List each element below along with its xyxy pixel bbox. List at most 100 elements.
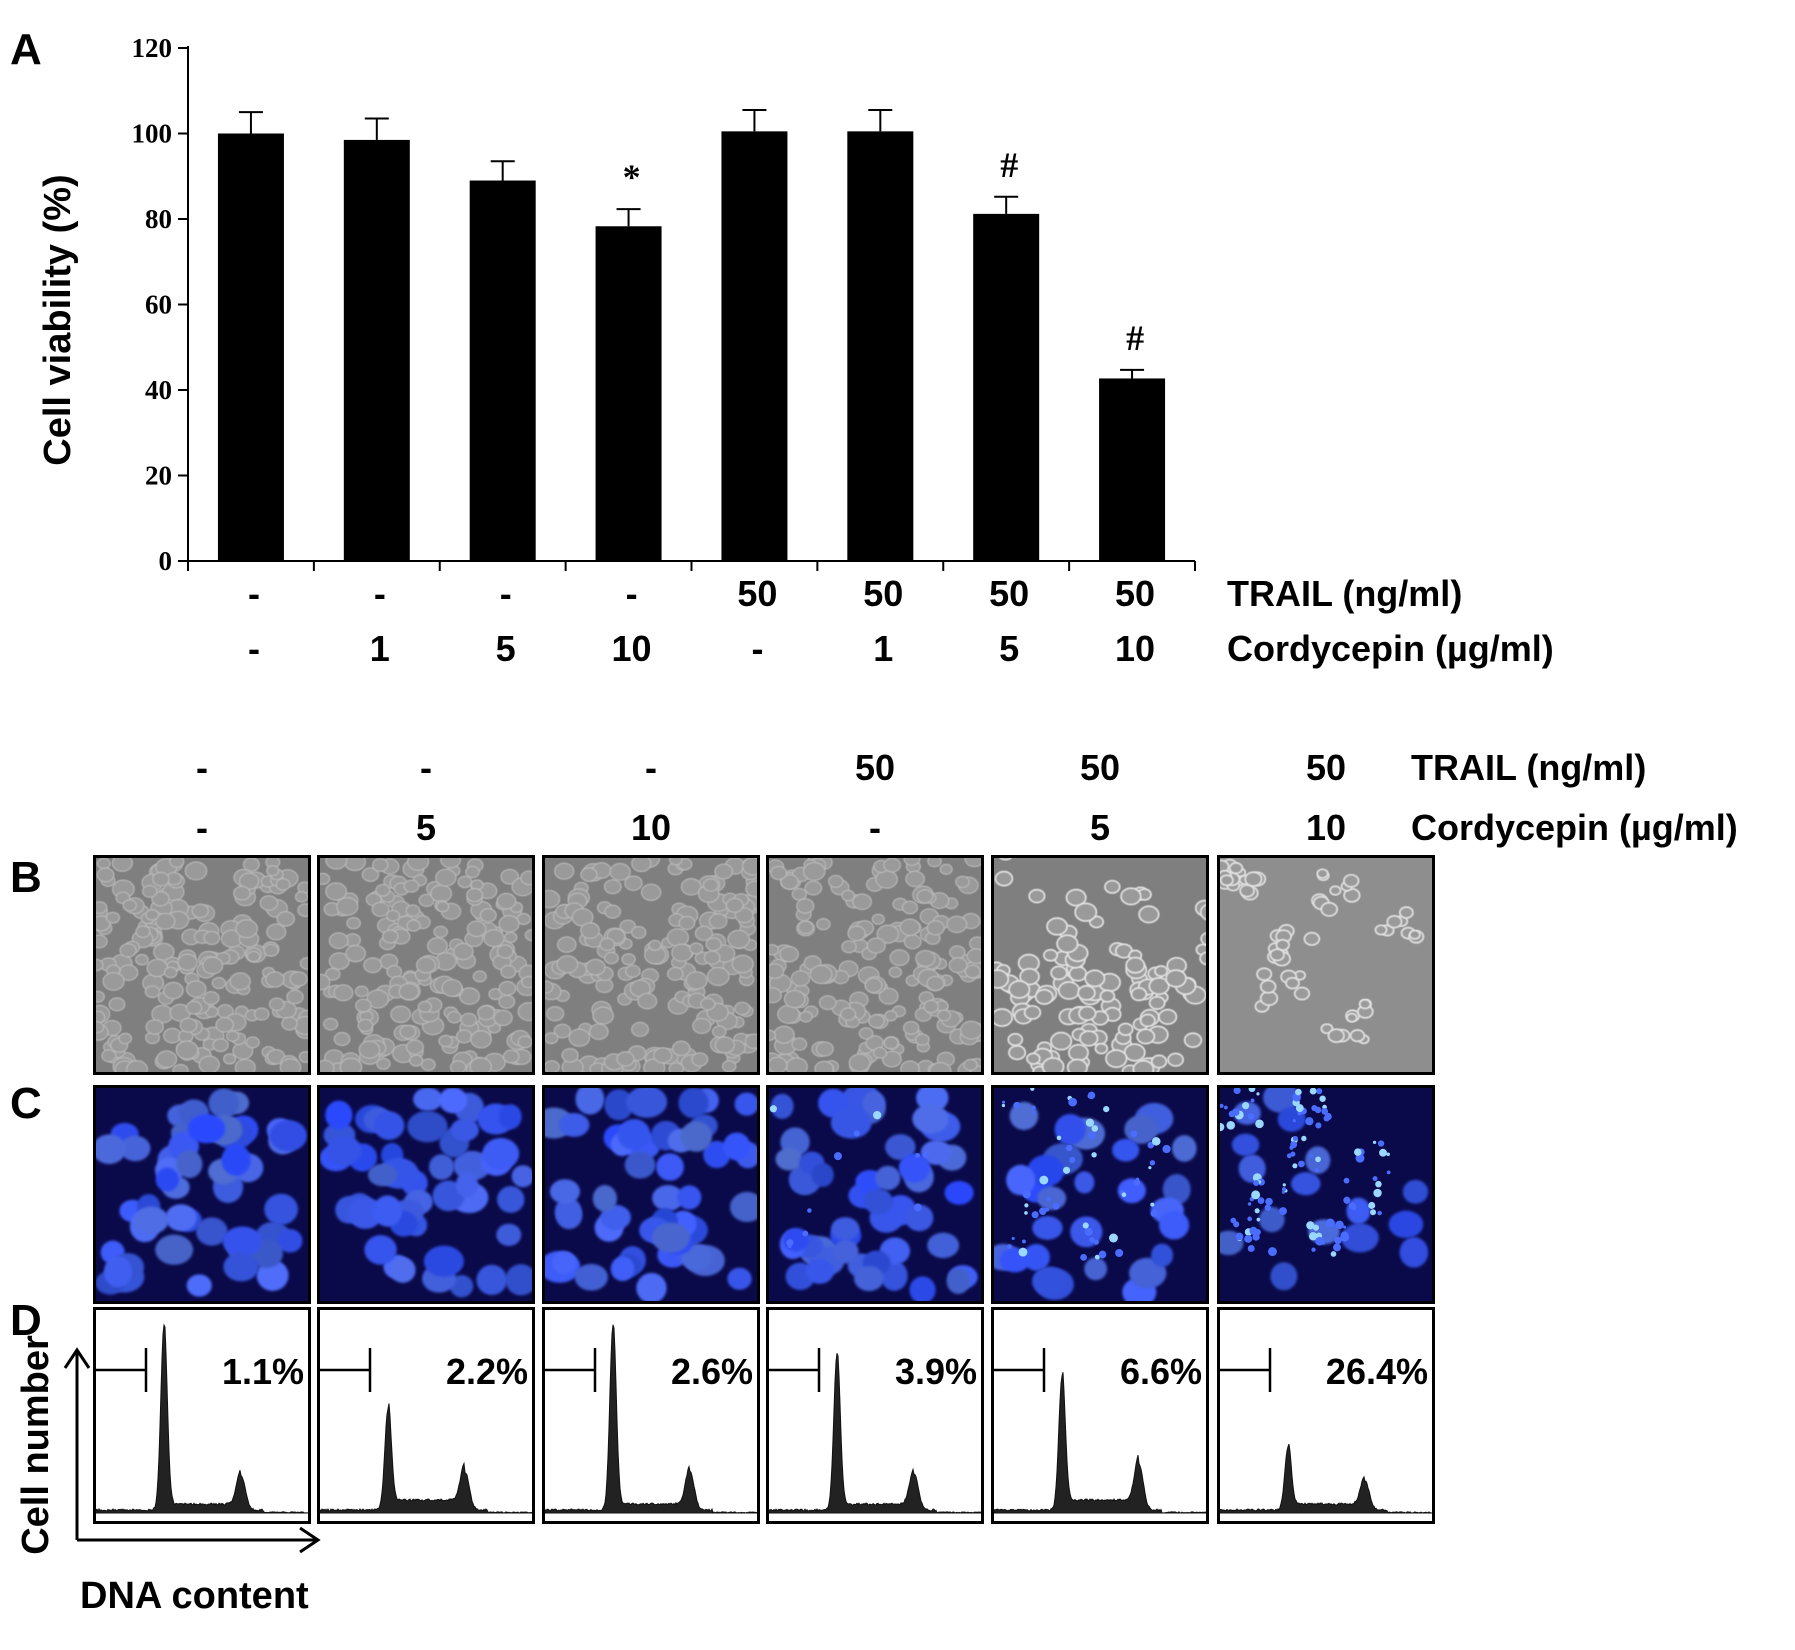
bar	[469, 180, 536, 561]
morphology-image	[542, 855, 760, 1075]
trail-value: 50	[989, 573, 1029, 614]
y-tick-label: 120	[132, 33, 173, 63]
image-frame	[542, 855, 760, 1075]
cordycepin-value: 10	[612, 628, 652, 669]
image-frame	[991, 1085, 1209, 1304]
sub-g1-percent: 2.2%	[446, 1351, 528, 1392]
histogram-trace	[95, 1323, 309, 1514]
chart-axes	[187, 46, 1196, 571]
bar	[721, 131, 788, 562]
trail-value: -	[420, 747, 432, 788]
flow-histogram: 26.4%	[1217, 1307, 1435, 1524]
cordycepin-row-label-a: Cordycepin (µg/ml)	[1227, 628, 1554, 669]
panel-label-d: D	[10, 1296, 42, 1345]
image-frame	[93, 1085, 311, 1304]
image-frame	[766, 1085, 984, 1304]
error-bars	[238, 108, 1145, 379]
panel-label-c: C	[10, 1079, 42, 1128]
flow-x-axis-label: DNA content	[80, 1575, 309, 1617]
trail-value: -	[500, 573, 512, 614]
histogram-trace	[993, 1372, 1207, 1514]
sub-g1-percent: 1.1%	[222, 1351, 304, 1392]
trail-value: 50	[1306, 747, 1346, 788]
bar	[847, 131, 914, 562]
dapi-image	[1217, 1085, 1435, 1304]
image-frame	[93, 855, 311, 1075]
image-frame	[542, 1085, 760, 1304]
histogram-frame	[93, 1307, 311, 1524]
image-frame	[991, 855, 1209, 1075]
cordycepin-value: 5	[496, 628, 516, 669]
y-tick-label: 100	[132, 119, 173, 149]
sub-g1-percent: 6.6%	[1120, 1351, 1202, 1392]
histogram-trace	[1219, 1443, 1433, 1514]
trail-value: -	[248, 573, 260, 614]
trail-value: 50	[1080, 747, 1120, 788]
trail-value: -	[196, 747, 208, 788]
morphology-image	[1217, 855, 1435, 1075]
dapi-image	[542, 1085, 760, 1304]
trail-value: 50	[855, 747, 895, 788]
cordycepin-value: 1	[873, 628, 893, 669]
bar	[595, 226, 662, 561]
flow-histogram: 6.6%	[991, 1307, 1209, 1524]
dapi-images	[93, 1085, 1435, 1304]
panel-label-b: B	[10, 853, 42, 902]
dapi-image	[93, 1085, 311, 1304]
image-frame	[766, 855, 984, 1075]
bar	[1099, 378, 1166, 561]
trail-row-label-bcd: TRAIL (ng/ml)	[1411, 747, 1646, 788]
histogram-frame	[766, 1307, 984, 1524]
trail-value: 50	[1115, 573, 1155, 614]
sub-g1-percent: 2.6%	[671, 1351, 753, 1392]
histogram-frame	[317, 1307, 535, 1524]
cordycepin-value: 5	[416, 807, 436, 848]
flow-axes: Cell number DNA content	[15, 1335, 321, 1617]
cordycepin-value: 5	[999, 628, 1019, 669]
histogram-trace	[768, 1353, 982, 1514]
cordycepin-value: 5	[1090, 807, 1110, 848]
y-tick-label: 20	[145, 461, 172, 491]
significance-mark: *	[623, 157, 641, 197]
flow-histogram: 2.2%	[317, 1307, 535, 1524]
dapi-image	[317, 1085, 535, 1304]
bar	[217, 133, 284, 561]
trail-value: -	[626, 573, 638, 614]
condition-rows-a: - - - 1 - 5 - 10 50 - 50 1 50 5 50 10	[248, 573, 1155, 669]
cordycepin-value: 10	[1306, 807, 1346, 848]
significance-mark: #	[1126, 318, 1144, 358]
cordycepin-value: -	[751, 628, 763, 669]
cordycepin-value: 1	[370, 628, 390, 669]
morphology-image	[93, 855, 311, 1075]
morphology-image	[991, 855, 1209, 1075]
flow-y-axis-label: Cell number	[15, 1335, 57, 1555]
sub-g1-percent: 3.9%	[895, 1351, 977, 1392]
cordycepin-value: 10	[631, 807, 671, 848]
flow-histograms: 1.1% 2.2% 2.6% 3.9% 6.6% 26.4%	[93, 1307, 1435, 1524]
flow-histogram: 3.9%	[766, 1307, 984, 1524]
histogram-trace	[319, 1403, 533, 1514]
panel-label-a: A	[10, 25, 42, 74]
histogram-trace	[544, 1324, 758, 1514]
bar	[973, 213, 1040, 561]
trail-value: -	[374, 573, 386, 614]
histogram-frame	[542, 1307, 760, 1524]
flow-histogram: 2.6%	[542, 1307, 760, 1524]
y-axis-label: Cell viability (%)	[37, 174, 79, 465]
condition-header-bcd: - - - 5 - 10 50 - 50 5 50 10	[196, 747, 1346, 848]
cordycepin-value: -	[869, 807, 881, 848]
dapi-image	[766, 1085, 984, 1304]
image-frame	[317, 855, 535, 1075]
flow-histogram: 1.1%	[93, 1307, 311, 1524]
y-axis-ticks: 0 20 40 60 80 100 120	[132, 33, 188, 576]
significance-marks: * # #	[623, 145, 1145, 358]
sub-g1-percent: 26.4%	[1326, 1351, 1428, 1392]
cordycepin-row-label-bcd: Cordycepin (µg/ml)	[1411, 807, 1738, 848]
morphology-images	[93, 855, 1435, 1075]
morphology-image	[317, 855, 535, 1075]
image-frame	[1217, 1085, 1435, 1304]
y-tick-label: 80	[145, 204, 172, 234]
histogram-frame	[991, 1307, 1209, 1524]
trail-value: -	[645, 747, 657, 788]
